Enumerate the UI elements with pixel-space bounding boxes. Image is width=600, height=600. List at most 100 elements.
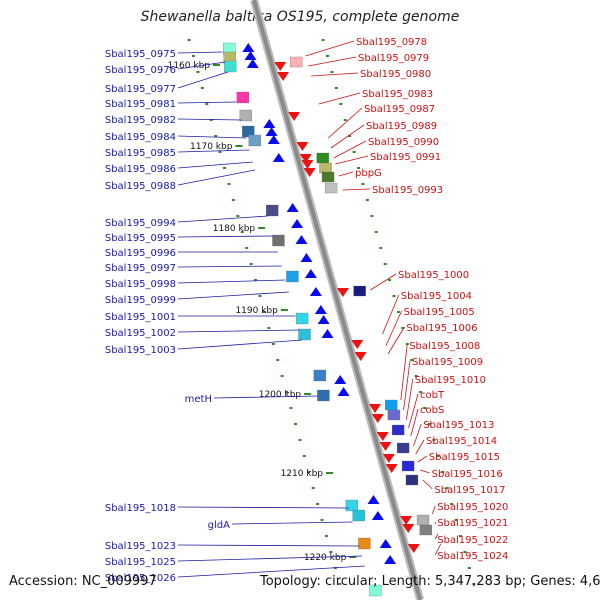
feature-block [405,474,419,486]
right-gene-label: Sbal195_0990 [368,137,439,148]
forward-arrow [371,511,384,520]
right-gene-label: Sbal195_1024 [437,551,508,562]
left-leader-line [231,521,353,525]
right-gene-label: Sbal195_1015 [429,452,500,463]
right-gene-label: cobT [420,390,445,401]
reverse-arrow [385,464,398,473]
feature-block [353,285,366,297]
reverse-arrow [336,288,349,297]
left-gene-label: Sbal195_0976 [105,65,176,76]
forward-arrow [295,235,308,244]
right-leader-line [318,92,361,105]
right-leader-line [370,273,397,291]
forward-arrow [304,269,317,278]
right-gene-label: Sbal195_0991 [370,152,441,163]
reverse-arrow [296,142,309,151]
right-leader-line [400,344,408,401]
feature-block [385,399,398,411]
forward-arrow [286,203,299,212]
feature-block [319,162,332,174]
left-gene-label: Sbal195_0988 [105,181,176,192]
right-gene-label: Sbal195_1006 [406,323,477,334]
feature-block [290,56,303,68]
left-leader-line [177,291,289,300]
feature-block [358,537,371,550]
forward-arrow [334,375,347,384]
left-leader-line [177,161,253,169]
right-leader-line [417,455,428,463]
right-leader-line [413,423,422,447]
right-gene-label: Sbal195_1022 [437,535,508,546]
left-gene-label: metH [185,394,212,405]
left-leader-line [177,61,226,70]
left-gene-label: Sbal195_1023 [105,541,176,552]
left-leader-line [177,149,250,153]
left-leader-line [177,555,363,562]
right-gene-label: Sbal195_1008 [409,341,480,352]
reverse-arrow [277,72,290,81]
reverse-arrow [407,544,420,553]
feature-block [272,234,285,247]
left-leader-line [177,169,256,186]
right-gene-label: cobS [420,405,444,416]
left-leader-line [177,215,268,223]
left-gene-label: Sbal195_0999 [105,295,176,306]
backbone-line [252,0,423,600]
right-leader-line [410,408,419,437]
reverse-arrow [382,454,395,463]
left-leader-line [177,51,223,54]
forward-arrow [300,253,313,262]
right-leader-line [385,310,402,347]
scale-label: 1170 kbp [190,142,233,152]
feature-block [316,152,329,164]
right-gene-label: Sbal195_1020 [437,502,508,513]
feature-block [224,60,237,73]
left-leader-line [177,339,303,350]
scale-label: 1220 kbp [304,553,347,563]
reverse-arrow [379,442,392,451]
forward-arrow [246,59,259,68]
left-gene-label: Sbal195_0985 [105,148,176,159]
forward-arrow [314,305,327,314]
right-leader-line [342,188,371,191]
left-leader-line [213,395,318,399]
forward-arrow [265,127,278,136]
right-gene-label: Sbal195_1004 [401,291,472,302]
left-gene-label: Sbal195_0981 [105,99,176,110]
forward-arrow [291,219,304,228]
left-gene-label: Sbal195_1001 [105,312,176,323]
reverse-arrow [301,160,314,169]
left-gene-label: Sbal195_0995 [105,233,176,244]
right-leader-line [405,378,414,421]
scale-label: 1190 kbp [235,306,278,316]
feature-block [313,369,327,382]
left-gene-label: Sbal195_1003 [105,345,176,356]
left-leader-line [177,265,282,268]
right-gene-label: Sbal195_1014 [426,436,497,447]
feature-block [239,109,253,122]
left-gene-label: Sbal195_0998 [105,279,176,290]
feature-block [321,171,335,183]
feature-block [298,328,311,341]
feature-block [345,499,359,512]
right-leader-line [387,326,405,355]
right-gene-label: Sbal195_0987 [364,104,435,115]
right-gene-label: Sbal195_1017 [434,485,505,496]
right-leader-line [420,469,430,474]
feature-block [295,312,309,325]
feature-block [369,584,382,597]
right-gene-label: Sbal195_0983 [362,89,433,100]
forward-arrow [272,153,285,162]
right-leader-line [305,40,355,57]
reverse-arrow [376,432,389,441]
left-gene-label: Sbal195_1026 [105,573,176,584]
right-leader-line [422,479,433,490]
feature-block [387,409,401,421]
left-leader-line [177,544,360,547]
left-gene-label: gldA [208,520,230,531]
forward-arrow [321,329,334,338]
reverse-arrow [402,524,415,533]
left-gene-label: Sbal195_1002 [105,328,176,339]
forward-arrow [309,287,322,296]
forward-arrow [267,135,280,144]
